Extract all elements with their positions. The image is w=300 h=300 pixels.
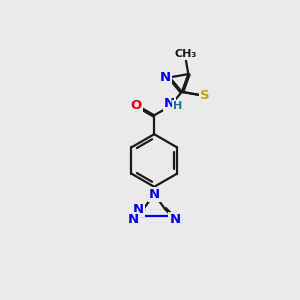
Text: O: O (130, 99, 142, 112)
Text: CH₃: CH₃ (175, 49, 197, 59)
Text: S: S (200, 88, 210, 102)
Text: N: N (160, 71, 171, 84)
Text: N: N (133, 202, 144, 216)
Text: H: H (173, 101, 182, 111)
Text: N: N (164, 97, 175, 110)
Text: N: N (148, 188, 160, 201)
Text: N: N (169, 213, 181, 226)
Text: N: N (128, 213, 139, 226)
